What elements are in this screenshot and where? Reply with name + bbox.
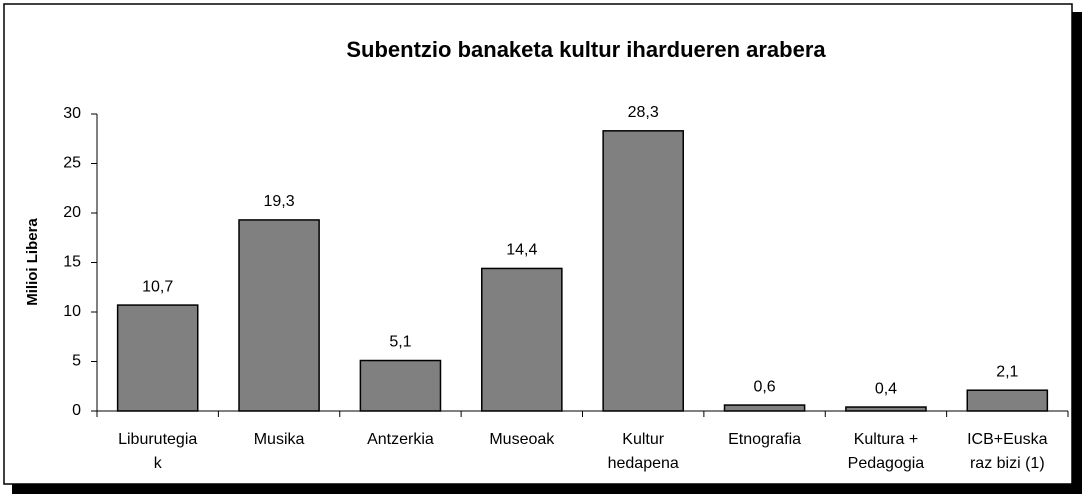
y-tick-label: 0 [72, 402, 81, 419]
x-tick-label: Antzerkia [367, 431, 434, 448]
bar [602, 130, 684, 412]
y-axis-label: Milioi Libera [24, 218, 41, 306]
value-label: 2,1 [996, 363, 1018, 380]
y-tick-label: 30 [63, 105, 81, 122]
bar [723, 404, 806, 412]
y-tick-label: 5 [72, 353, 81, 370]
value-label: 19,3 [263, 193, 294, 210]
x-tick-label: Museoak [489, 431, 555, 448]
y-tick-label: 10 [63, 303, 81, 320]
x-tick-label: Kultur [622, 431, 664, 448]
x-tick-label: raz bizi (1) [970, 455, 1045, 472]
x-tick-label: Kultura + [854, 431, 918, 448]
value-label: 28,3 [628, 104, 659, 121]
value-label: 0,6 [753, 378, 775, 395]
value-label: 5,1 [389, 334, 411, 351]
x-tick-label: k [154, 455, 163, 472]
bar [966, 389, 1049, 412]
y-tick-label: 20 [63, 204, 81, 221]
bar [238, 219, 320, 412]
value-label: 0,4 [875, 380, 897, 397]
bar [845, 406, 927, 412]
bar [116, 304, 199, 412]
x-tick-label: ICB+Euska [967, 431, 1048, 448]
x-tick-label: hedapena [608, 455, 679, 472]
x-tick-label: Pedagogia [848, 455, 925, 472]
value-label: 14,4 [506, 242, 537, 259]
chart-title: Subentzio banaketa kultur ihardueren ara… [346, 37, 826, 62]
x-tick-label: Etnografia [728, 431, 801, 448]
bar [481, 267, 563, 412]
y-tick-label: 25 [63, 155, 81, 172]
frame [3, 3, 1073, 485]
x-tick-label: Liburutegia [118, 431, 197, 448]
bar [359, 359, 442, 412]
x-tick-label: Musika [254, 431, 305, 448]
value-label: 10,7 [142, 278, 173, 295]
y-tick-label: 15 [63, 254, 81, 271]
